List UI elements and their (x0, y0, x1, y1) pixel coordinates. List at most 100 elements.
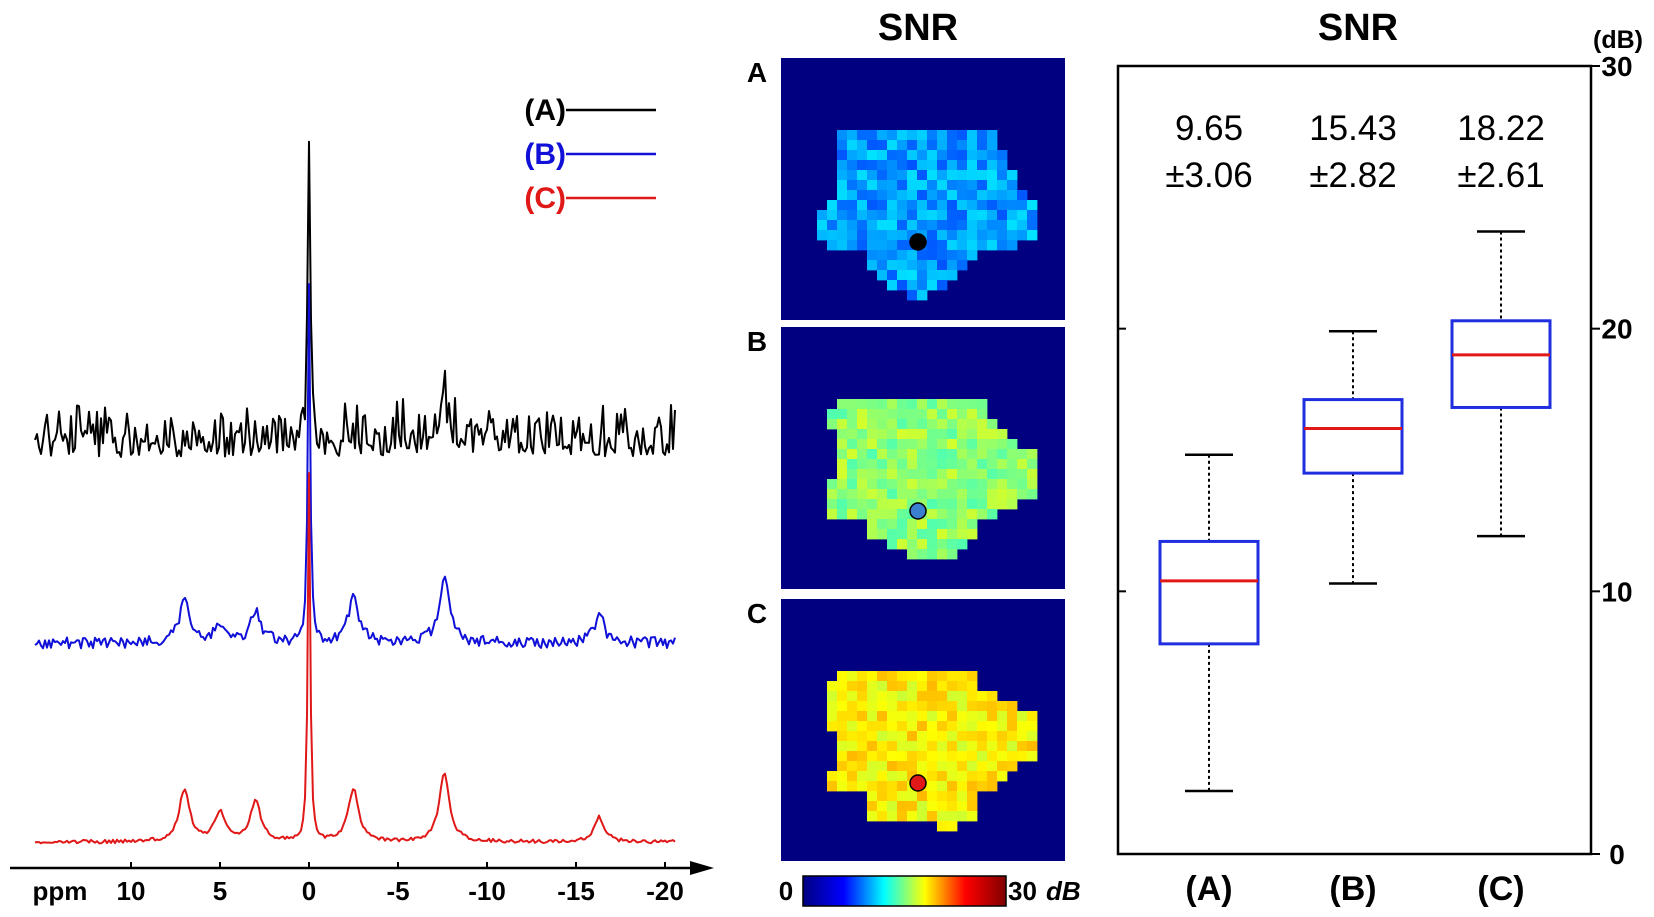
map-pixel (897, 419, 908, 430)
map-pixel (937, 499, 948, 510)
map-pixel (1027, 469, 1038, 480)
map-pixel (947, 170, 958, 181)
map-pixel (1017, 200, 1028, 211)
map-pixel (1007, 170, 1018, 181)
map-pixel (957, 220, 968, 231)
map-pixel (877, 399, 888, 410)
map-pixel (947, 811, 958, 822)
map-pixel (877, 170, 888, 181)
map-pixel (837, 751, 848, 762)
map-pixel (877, 160, 888, 171)
map-pixel (927, 150, 938, 161)
map-pixel (927, 210, 938, 221)
boxplot-boxes: 9.65 ±3.06 (A) 15.43 ±2.82 (B) 18.22 ±2.61 (C) (1158, 109, 1552, 908)
map-pixel (967, 811, 978, 822)
map-pixel (937, 409, 948, 420)
map-pixel (977, 200, 988, 211)
map-pixel (957, 459, 968, 470)
y-tick-label: 20 (1601, 314, 1632, 345)
map-pixel (837, 771, 848, 782)
map-pixel (897, 260, 908, 271)
map-pixel (1007, 711, 1018, 722)
map-pixel (917, 200, 928, 211)
map-pixel (1007, 499, 1018, 510)
map-pixel (927, 751, 938, 762)
map-pixel (977, 439, 988, 450)
spectrum-line-1 (34, 140, 676, 458)
map-pixel (947, 479, 958, 490)
map-pixel (927, 220, 938, 231)
map-pixel (957, 539, 968, 550)
map-pixel (877, 270, 888, 281)
map-pixel (997, 741, 1008, 752)
map-pixel (927, 429, 938, 440)
map-pixel (927, 761, 938, 772)
map-pixel (1027, 200, 1038, 211)
map-pixel (837, 691, 848, 702)
map-pixel (997, 180, 1008, 191)
map-pixel (827, 409, 838, 420)
map-pixel (987, 190, 998, 201)
map-pixel (897, 130, 908, 141)
ppm-tick-label: 5 (213, 876, 227, 906)
map-pixel (887, 140, 898, 151)
map-pixel (857, 429, 868, 440)
map-pixel (827, 701, 838, 712)
map-pixel (947, 220, 958, 231)
map-pixel (997, 751, 1008, 762)
map-pixel (837, 489, 848, 500)
colorbar-max-label: 30 (1008, 876, 1037, 906)
map-pixel (847, 731, 858, 742)
map-pixel (857, 459, 868, 470)
map-pixel (997, 429, 1008, 440)
box-1: 9.65 ±3.06 (A) (1158, 109, 1260, 908)
map-pixel (887, 721, 898, 732)
map-pixel (847, 671, 858, 682)
map-pixel (927, 771, 938, 782)
map-pixel (917, 761, 928, 772)
map-pixel (887, 681, 898, 692)
map-pixel (957, 711, 968, 722)
map-pixel (877, 761, 888, 772)
map-pixel (917, 751, 928, 762)
map-pixel (887, 399, 898, 410)
map-pixel (897, 489, 908, 500)
map-pixel (847, 691, 858, 702)
map-pixel (917, 290, 928, 301)
map-pixel (977, 711, 988, 722)
map-pixel (937, 469, 948, 480)
map-pixel (857, 701, 868, 712)
map-pixel (907, 681, 918, 692)
map-pixel (1007, 741, 1018, 752)
map-pixel (887, 791, 898, 802)
map-pixel (997, 439, 1008, 450)
map-pixel (867, 190, 878, 201)
map-pixel (867, 701, 878, 712)
map-pixel (957, 429, 968, 440)
map-pixel (817, 220, 828, 231)
map-pixel (947, 190, 958, 201)
map-pixel (927, 419, 938, 430)
map-pixels-A (817, 130, 1038, 301)
map-pixel (947, 711, 958, 722)
map-pixel (1017, 210, 1028, 221)
map-pixel (957, 761, 968, 772)
map-pixel (947, 439, 958, 450)
map-pixel (887, 409, 898, 420)
voxel-marker (909, 774, 927, 792)
map-pixel (977, 509, 988, 520)
map-pixel (987, 200, 998, 211)
map-pixel (867, 419, 878, 430)
map-pixel (997, 469, 1008, 480)
map-pixel (897, 771, 908, 782)
map-pixel (897, 519, 908, 530)
map-pixel (1017, 449, 1028, 460)
map-pixel (917, 811, 928, 822)
map-pixel (977, 701, 988, 712)
map-pixel (917, 170, 928, 181)
map-pixel (817, 210, 828, 221)
map-pixel (947, 200, 958, 211)
spectrum-line-3 (34, 472, 676, 845)
map-pixel (997, 230, 1008, 241)
map-pixel (927, 549, 938, 560)
